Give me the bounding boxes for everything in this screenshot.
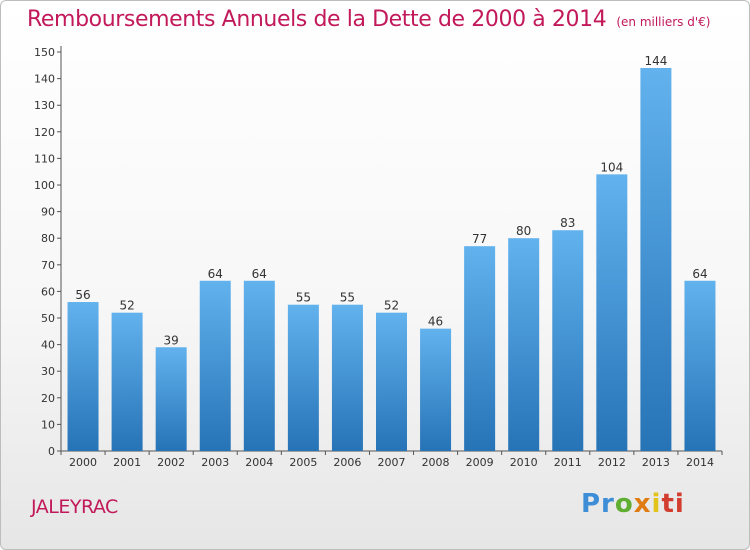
axes: 0 10 20 30 40 50 60 70 80 90 100 110 120 130 140 150 200… bbox=[34, 46, 723, 469]
y-tick-label: 30 bbox=[41, 365, 55, 378]
bar bbox=[596, 174, 628, 452]
x-tick-label: 2008 bbox=[422, 456, 450, 469]
bar bbox=[287, 304, 319, 451]
bar bbox=[199, 280, 231, 451]
x-tick-label: 2005 bbox=[289, 456, 317, 469]
value-label: 55 bbox=[340, 291, 355, 305]
x-tick-label: 2009 bbox=[466, 456, 494, 469]
bar bbox=[243, 280, 275, 451]
bar bbox=[464, 246, 496, 451]
bar bbox=[331, 304, 363, 451]
y-tick-label: 140 bbox=[34, 73, 55, 86]
x-tick-label: 2002 bbox=[157, 456, 185, 469]
value-label: 46 bbox=[428, 315, 443, 329]
y-tick-label: 60 bbox=[41, 285, 55, 298]
value-label: 52 bbox=[384, 299, 399, 313]
bar bbox=[552, 230, 584, 451]
x-tick-label: 2003 bbox=[201, 456, 229, 469]
x-tick-label: 2001 bbox=[113, 456, 141, 469]
x-tick-label: 2012 bbox=[598, 456, 626, 469]
bars bbox=[67, 67, 716, 452]
x-tick-label: 2004 bbox=[245, 456, 273, 469]
value-label: 55 bbox=[296, 291, 311, 305]
y-tick-label: 70 bbox=[41, 259, 55, 272]
y-tick-label: 150 bbox=[34, 46, 55, 59]
value-labels: 56 52 39 64 64 55 55 52 46 77 80 83 104 144 64 bbox=[75, 54, 707, 347]
bar bbox=[508, 238, 540, 451]
x-tick-label: 2007 bbox=[378, 456, 406, 469]
bar bbox=[111, 312, 143, 451]
y-tick-label: 50 bbox=[41, 312, 55, 325]
x-tick-label: 2014 bbox=[686, 456, 714, 469]
y-tick-label: 10 bbox=[41, 418, 55, 431]
y-tick-label: 120 bbox=[34, 126, 55, 139]
chart-unit: (en milliers d'€) bbox=[616, 15, 711, 29]
x-tick-label: 2000 bbox=[69, 456, 97, 469]
value-label: 144 bbox=[644, 54, 667, 68]
y-tick-label: 130 bbox=[34, 99, 55, 112]
proxiti-logo: Proxiti bbox=[581, 489, 685, 519]
chart-title: Remboursements Annuels de la Dette de 20… bbox=[27, 7, 711, 32]
value-label: 83 bbox=[560, 216, 575, 230]
x-tick-label: 2011 bbox=[554, 456, 582, 469]
value-label: 64 bbox=[692, 267, 707, 281]
bar bbox=[420, 328, 452, 451]
y-tick-label: 0 bbox=[48, 445, 55, 458]
bar bbox=[155, 347, 187, 451]
bar bbox=[640, 67, 672, 452]
bar bbox=[376, 312, 407, 451]
y-tick-label: 90 bbox=[41, 206, 55, 219]
y-tick-label: 100 bbox=[34, 179, 55, 192]
value-label: 80 bbox=[516, 224, 531, 238]
x-tick-label: 2013 bbox=[642, 456, 670, 469]
y-tick-label: 110 bbox=[34, 152, 55, 165]
value-label: 64 bbox=[208, 267, 223, 281]
x-tick-label: 2006 bbox=[333, 456, 361, 469]
bar bbox=[67, 302, 99, 451]
bar bbox=[684, 280, 716, 451]
y-tick-label: 80 bbox=[41, 232, 55, 245]
value-label: 64 bbox=[252, 267, 267, 281]
y-tick-label: 40 bbox=[41, 339, 55, 352]
y-tick-label: 20 bbox=[41, 392, 55, 405]
value-label: 56 bbox=[75, 288, 90, 302]
value-label: 52 bbox=[119, 299, 134, 313]
value-label: 104 bbox=[600, 160, 623, 174]
value-label: 77 bbox=[472, 232, 487, 246]
x-tick-label: 2010 bbox=[510, 456, 538, 469]
value-label: 39 bbox=[164, 333, 179, 347]
commune-name: JALEYRAC bbox=[31, 496, 118, 518]
